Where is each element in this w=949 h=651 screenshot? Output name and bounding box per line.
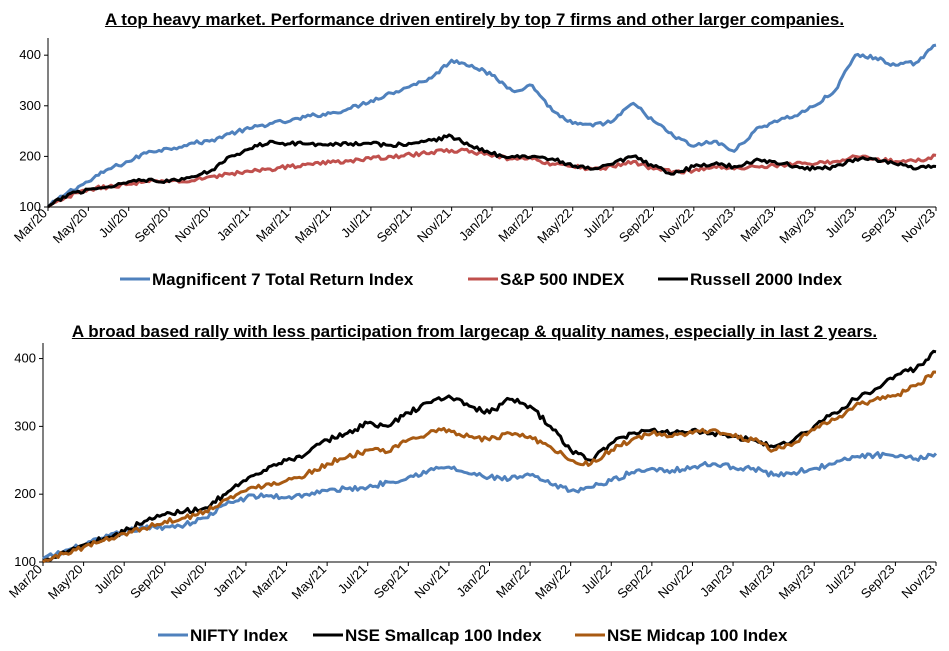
y-tick-label: 400	[14, 351, 36, 366]
x-tick-label: Jan/21	[210, 562, 248, 600]
legend-label-nse-smallcap-100-index: NSE Smallcap 100 Index	[345, 626, 542, 645]
legend-label-magnificent-7-total-return-index: Magnificent 7 Total Return Index	[152, 270, 414, 289]
series-line-russell-2000-index	[47, 133, 937, 209]
x-tick-label: Nov/20	[168, 562, 208, 602]
x-tick-label: Nov/20	[172, 206, 212, 246]
x-tick-label: Jul/22	[580, 206, 615, 241]
legend-label-nse-midcap-100-index: NSE Midcap 100 Index	[607, 626, 788, 645]
series-line-magnificent-7-total-return-index	[46, 43, 937, 209]
x-tick-label: Nov/22	[656, 206, 696, 246]
x-tick-label: Jan/22	[453, 562, 491, 600]
y-tick-label: 200	[19, 148, 41, 163]
x-tick-label: Jul/21	[338, 206, 373, 241]
x-tick-label: May/22	[532, 562, 573, 603]
x-tick-label: Jul/20	[96, 206, 131, 241]
y-tick-label: 100	[19, 199, 41, 214]
x-tick-label: Mar/21	[253, 206, 292, 245]
chart-title-bottom: A broad based rally with less participat…	[71, 322, 878, 341]
x-tick-label: May/23	[776, 206, 817, 247]
x-tick-label: Sep/22	[616, 206, 656, 246]
x-tick-label: Mar/22	[493, 562, 532, 601]
x-tick-label: Jan/23	[698, 206, 736, 244]
x-tick-label: Nov/22	[655, 562, 695, 602]
x-tick-label: Mar/23	[737, 562, 776, 601]
x-tick-label: Nov/21	[411, 562, 451, 602]
y-tick-label: 300	[14, 418, 36, 433]
x-tick-label: Jul/21	[335, 562, 370, 597]
x-tick-label: Nov/23	[898, 206, 938, 246]
y-tick-label: 200	[14, 486, 36, 501]
y-tick-label: 300	[19, 98, 41, 113]
x-tick-label: Jul/23	[822, 206, 857, 241]
x-tick-label: Nov/23	[898, 562, 938, 602]
x-tick-label: Jan/21	[214, 206, 252, 244]
x-tick-label: May/20	[50, 206, 91, 247]
x-tick-label: Sep/23	[858, 562, 898, 602]
series-line-nifty-index	[42, 451, 938, 560]
x-tick-label: May/22	[534, 206, 575, 247]
x-tick-label: Sep/21	[374, 206, 414, 246]
x-tick-label: Sep/23	[858, 206, 898, 246]
x-tick-label: Jul/20	[91, 562, 126, 597]
y-tick-label: 100	[14, 554, 36, 569]
x-tick-label: May/21	[288, 562, 329, 603]
series-line-nse-midcap-100-index	[42, 370, 937, 564]
chart-title-top: A top heavy market. Performance driven e…	[104, 10, 845, 29]
x-tick-label: Mar/23	[737, 206, 776, 245]
x-tick-label: Mar/21	[249, 562, 288, 601]
x-tick-label: Sep/21	[371, 562, 411, 602]
x-tick-label: Jul/22	[578, 562, 613, 597]
legend-label-nifty-index: NIFTY Index	[190, 626, 288, 645]
x-tick-label: Sep/20	[131, 206, 171, 246]
x-tick-label: Mar/22	[495, 206, 534, 245]
series-line-nse-smallcap-100-index	[42, 349, 937, 564]
y-tick-label: 400	[19, 47, 41, 62]
x-tick-label: Jul/23	[822, 562, 857, 597]
x-tick-label: Jan/22	[456, 206, 494, 244]
legend-label-russell-2000-index: Russell 2000 Index	[690, 270, 843, 289]
x-tick-label: May/23	[776, 562, 817, 603]
x-tick-label: Sep/22	[614, 562, 654, 602]
x-tick-label: Sep/20	[127, 562, 167, 602]
x-tick-label: May/21	[292, 206, 333, 247]
x-tick-label: May/20	[45, 562, 86, 603]
x-tick-label: Jan/23	[697, 562, 735, 600]
legend-label-s-p-500-index: S&P 500 INDEX	[500, 270, 625, 289]
x-tick-label: Nov/21	[414, 206, 454, 246]
